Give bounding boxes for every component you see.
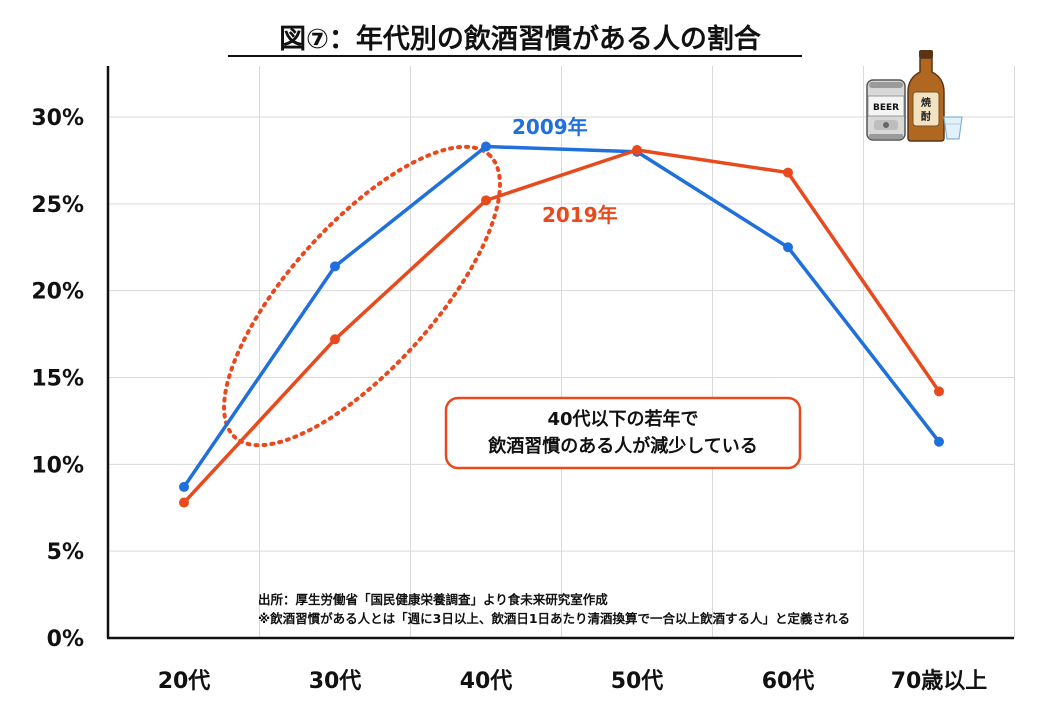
glass-icon [943,116,963,140]
data-point [783,167,793,178]
definition-note: ※飲酒習慣がある人とは「週に3日以上、飲酒日1日あたり清酒換算で一合以上飲酒する… [258,611,850,626]
x-tick-label: 50代 [611,669,664,694]
beer-can-label: BEER [873,103,899,113]
x-tick-label: 30代 [309,669,362,694]
annotation-box [444,396,802,470]
y-tick-labels: 0% 5% 10% 15% 20% 25% 30% [31,106,84,652]
y-tick-label: 5% [47,540,84,565]
data-point [330,334,340,345]
data-point [481,195,491,206]
chart-title: 図⑦：年代別の飲酒習慣がある人の割合 [279,23,761,55]
x-tick-label: 70歳以上 [891,669,988,694]
x-tick-labels: 20代 30代 40代 50代 60代 70歳以上 [158,669,988,694]
y-tick-label: 15% [31,367,84,392]
grid [108,66,1015,638]
source-line: 出所：厚生労働省「国民健康栄養調査」より食未来研究室作成 [258,592,608,607]
data-point [632,144,642,155]
y-tick-label: 30% [31,106,84,131]
data-point [179,497,189,508]
shochu-bottle-icon: 焼 酎 [907,50,945,142]
beer-can-icon: BEER [866,79,906,141]
data-point [481,141,491,152]
annotation-line-1: 40代以下の若年で [547,408,698,430]
x-tick-label: 60代 [762,669,815,694]
y-tick-label: 10% [31,453,84,478]
highlight-ellipse [222,144,502,448]
bottle-label-bottom: 酎 [921,110,931,123]
data-point [783,242,793,253]
series-label-2019: 2019年 [542,203,618,227]
data-point [179,481,189,492]
series-label-2009: 2009年 [512,115,588,139]
data-point [330,261,340,272]
y-tick-label: 0% [47,627,84,652]
series [179,141,944,508]
series-line-0 [182,144,941,489]
x-tick-label: 40代 [460,669,513,694]
y-tick-label: 25% [31,193,84,218]
bottle-label-top: 焼 [921,96,931,109]
series-line-1 [182,148,941,505]
data-point [934,386,944,397]
annotation-line-2: 飲酒習慣のある人が減少している [487,435,757,457]
data-point [934,436,944,447]
x-tick-label: 20代 [158,669,211,694]
y-tick-label: 20% [31,280,84,305]
